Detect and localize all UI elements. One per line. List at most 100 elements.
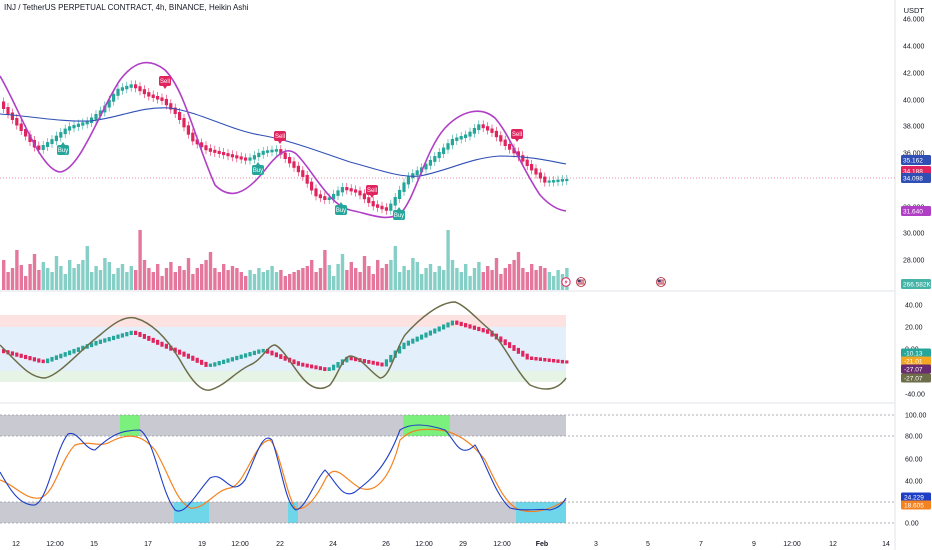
candle[interactable]	[266, 150, 270, 153]
candle[interactable]	[428, 159, 432, 166]
candle[interactable]	[169, 103, 173, 110]
candle[interactable]	[340, 187, 344, 193]
candle[interactable]	[191, 132, 195, 142]
candle[interactable]	[239, 156, 243, 160]
candle[interactable]	[63, 128, 67, 135]
candle[interactable]	[433, 156, 437, 162]
candle[interactable]	[323, 196, 327, 200]
buy-signal-marker[interactable]: Buy	[252, 162, 264, 175]
candle[interactable]	[2, 101, 6, 110]
candle[interactable]	[358, 190, 362, 196]
candle[interactable]	[318, 194, 322, 199]
candle[interactable]	[521, 155, 525, 162]
candle[interactable]	[90, 117, 94, 123]
candle[interactable]	[424, 163, 428, 170]
sell-signal-marker[interactable]: Sell	[366, 185, 378, 198]
candle[interactable]	[270, 149, 274, 153]
candle[interactable]	[217, 150, 221, 154]
candle[interactable]	[85, 121, 89, 125]
candle[interactable]	[134, 84, 138, 89]
candle[interactable]	[411, 173, 415, 179]
candle[interactable]	[283, 152, 287, 159]
candle[interactable]	[222, 152, 226, 156]
candle[interactable]	[156, 96, 160, 100]
candle[interactable]	[204, 145, 208, 151]
candle[interactable]	[24, 129, 28, 137]
candle[interactable]	[543, 176, 547, 183]
candle[interactable]	[450, 138, 454, 146]
candle[interactable]	[81, 122, 85, 126]
candle[interactable]	[76, 123, 80, 127]
candle[interactable]	[525, 159, 529, 166]
candle[interactable]	[120, 87, 124, 91]
candle[interactable]	[213, 149, 217, 153]
candle[interactable]	[50, 139, 54, 145]
candle[interactable]	[72, 124, 76, 129]
candle[interactable]	[380, 205, 384, 210]
candle[interactable]	[398, 189, 402, 199]
candle[interactable]	[560, 179, 564, 182]
candle[interactable]	[54, 135, 58, 142]
candle[interactable]	[556, 179, 560, 183]
candle[interactable]	[442, 147, 446, 154]
candle[interactable]	[288, 157, 292, 164]
candle[interactable]	[230, 154, 234, 158]
buy-signal-marker[interactable]: Buy	[57, 142, 69, 155]
candle[interactable]	[195, 139, 199, 145]
candle[interactable]	[41, 145, 45, 150]
sell-signal-marker[interactable]: Sell	[274, 131, 286, 144]
candle[interactable]	[503, 139, 507, 146]
sell-signal-marker[interactable]: Sell	[511, 129, 523, 142]
candle[interactable]	[138, 86, 142, 92]
candle[interactable]	[468, 131, 472, 137]
candle[interactable]	[19, 123, 23, 132]
candle[interactable]	[384, 207, 388, 211]
candle[interactable]	[393, 197, 397, 206]
candle[interactable]	[116, 88, 120, 96]
candle[interactable]	[477, 124, 481, 130]
candle[interactable]	[371, 201, 375, 207]
candle[interactable]	[296, 165, 300, 173]
buy-signal-marker[interactable]: Buy	[393, 207, 405, 220]
candle[interactable]	[446, 143, 450, 150]
candle[interactable]	[499, 135, 503, 142]
candle[interactable]	[59, 132, 63, 138]
candle[interactable]	[464, 134, 468, 138]
signal-markers[interactable]: Buy Buy Buy Buy Sell Sell Sell Sell	[57, 76, 523, 220]
candle[interactable]	[345, 187, 349, 191]
candle[interactable]	[37, 145, 41, 150]
candle[interactable]	[10, 112, 14, 121]
candle[interactable]	[534, 168, 538, 175]
candle[interactable]	[472, 128, 476, 134]
candle[interactable]	[68, 126, 72, 131]
candle[interactable]	[354, 189, 358, 193]
candle[interactable]	[292, 161, 296, 168]
candle[interactable]	[147, 92, 151, 97]
candle[interactable]	[490, 128, 494, 133]
candle[interactable]	[200, 142, 204, 148]
candle[interactable]	[301, 170, 305, 177]
candle[interactable]	[367, 197, 371, 204]
flash-icon[interactable]	[561, 277, 571, 287]
candle[interactable]	[252, 155, 256, 160]
candle[interactable]	[248, 157, 252, 161]
candle[interactable]	[349, 188, 353, 192]
candle[interactable]	[565, 179, 569, 182]
candle[interactable]	[538, 172, 542, 179]
candle[interactable]	[494, 130, 498, 138]
candle[interactable]	[376, 204, 380, 208]
candle[interactable]	[547, 180, 551, 183]
candle[interactable]	[530, 164, 534, 171]
candle[interactable]	[182, 118, 186, 128]
candle[interactable]	[512, 147, 516, 154]
candle[interactable]	[406, 176, 410, 185]
candle[interactable]	[125, 85, 129, 90]
candle[interactable]	[151, 94, 155, 98]
candle[interactable]	[332, 193, 336, 200]
candle[interactable]	[244, 157, 248, 161]
candle[interactable]	[415, 170, 419, 176]
candle[interactable]	[336, 190, 340, 196]
candle[interactable]	[279, 149, 283, 155]
candle[interactable]	[160, 97, 164, 101]
candle[interactable]	[274, 149, 278, 152]
